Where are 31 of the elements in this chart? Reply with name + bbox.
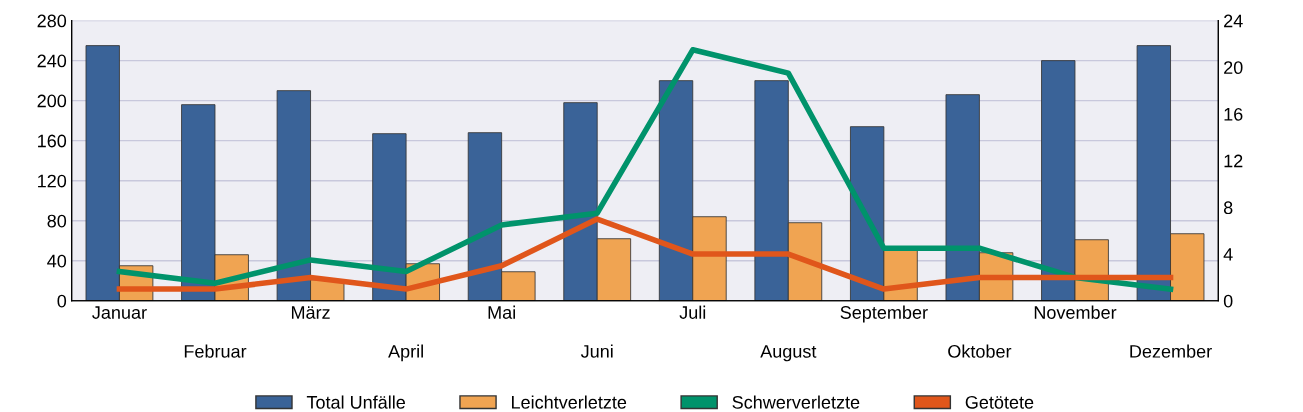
x-tick-label: Dezember <box>1130 344 1212 358</box>
x-tick-label: Juni <box>580 344 613 358</box>
legend-label: Leichtverletzte <box>512 395 627 409</box>
x-tick-label: August <box>760 345 817 362</box>
x-tick-label: März <box>291 306 330 319</box>
legend-label: Getötete <box>965 395 1034 409</box>
x-tick-label: Januar <box>92 306 147 319</box>
y-tick-label: 280 <box>37 14 67 28</box>
x-tick-label: Juli <box>679 305 706 319</box>
x-tick-label: Mai <box>488 305 515 319</box>
y-tick-label: 240 <box>37 54 67 68</box>
x-tick-label: November <box>1034 305 1117 319</box>
y-tick-label: 80 <box>47 214 67 228</box>
y-tick-label: 120 <box>38 174 67 188</box>
y2-tick-label: 4 <box>1223 248 1233 261</box>
y2-tick-label: 0 <box>1223 294 1233 308</box>
y2-tick-label: 24 <box>1224 14 1243 28</box>
legend-label: Schwerverletzte <box>732 395 860 409</box>
x-tick-label: Februar <box>184 344 247 358</box>
y2-tick-label: 12 <box>1224 154 1243 168</box>
legend-label: Total Unfälle <box>306 395 405 409</box>
y2-tick-label: 8 <box>1223 201 1233 215</box>
y2-tick-label: 20 <box>1224 61 1243 75</box>
y-tick-label: 160 <box>38 134 67 148</box>
x-tick-label: Oktober <box>948 344 1012 358</box>
y2-tick-label: 16 <box>1224 107 1243 121</box>
y-tick-label: 0 <box>57 294 67 308</box>
y-tick-label: 200 <box>37 94 67 108</box>
x-tick-label: September <box>840 305 928 323</box>
x-tick-label: April <box>388 344 423 362</box>
y-tick-label: 40 <box>47 254 67 268</box>
